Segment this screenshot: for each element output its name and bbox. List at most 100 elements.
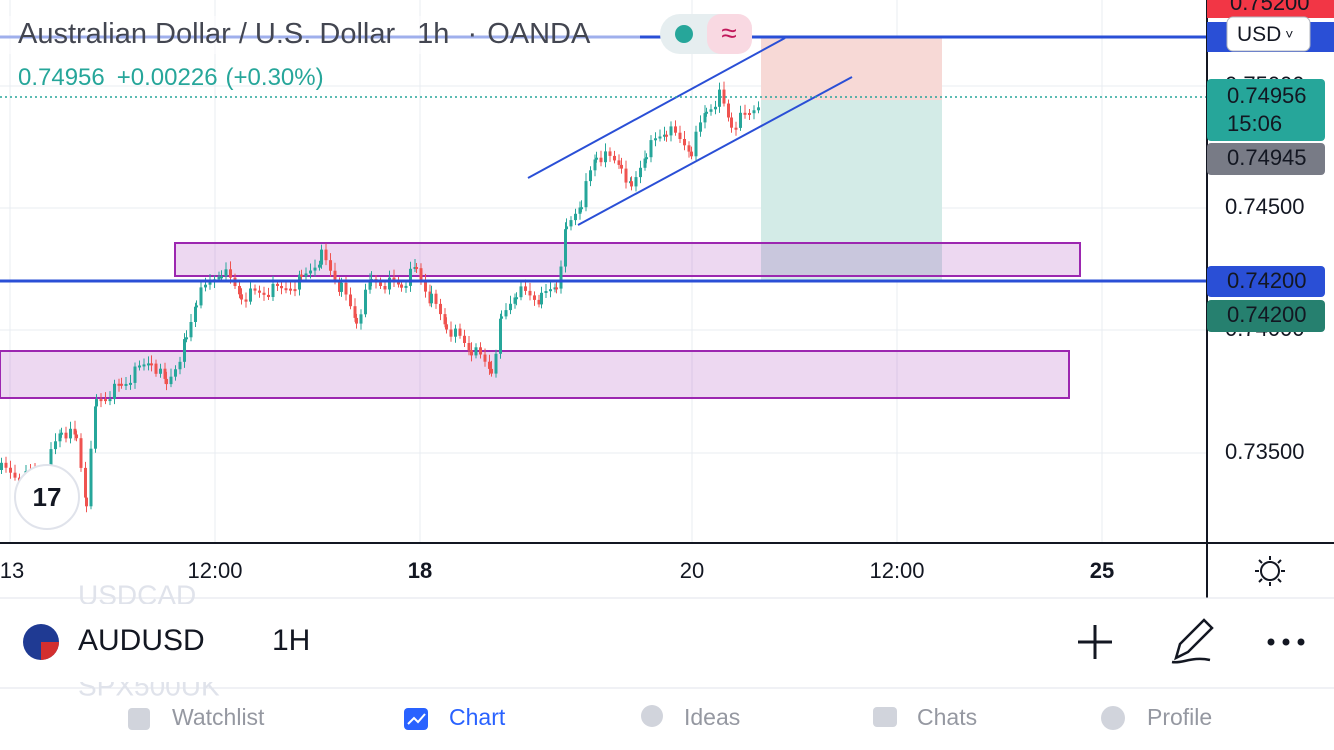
candle-body xyxy=(320,249,323,265)
candle-body xyxy=(379,282,382,286)
candle-body xyxy=(690,151,693,157)
draw-button[interactable] xyxy=(1171,618,1214,664)
settings-icon[interactable] xyxy=(1255,556,1285,586)
candle-body xyxy=(163,368,167,379)
candle-body xyxy=(540,292,543,305)
candle-body xyxy=(528,290,532,296)
more-button[interactable] xyxy=(1267,638,1305,646)
candle-body xyxy=(499,318,502,354)
candle-body xyxy=(443,314,447,325)
candle-body xyxy=(730,117,733,128)
candle-body xyxy=(178,361,182,370)
candle-body xyxy=(238,285,241,295)
candle-body xyxy=(515,297,518,300)
time-label: 13 xyxy=(0,558,24,583)
channel-line xyxy=(527,37,786,179)
last-price-badge xyxy=(1207,79,1325,141)
bid-price: 0.74945 xyxy=(1227,145,1307,170)
currency-button[interactable] xyxy=(1226,16,1311,52)
candle-body xyxy=(604,151,607,163)
price-label: 0.74500 xyxy=(1225,194,1305,219)
candle-body xyxy=(488,361,491,369)
candle-body xyxy=(138,365,141,368)
candle-body xyxy=(344,282,348,295)
candle-body xyxy=(169,376,173,385)
tab[interactable]: Ideas xyxy=(684,704,740,730)
level-price: 0.74200 xyxy=(1227,268,1307,293)
candle-body xyxy=(189,322,193,338)
candle-body xyxy=(229,269,232,278)
candle-body xyxy=(714,106,717,110)
candle-body xyxy=(147,363,150,366)
candle-body xyxy=(578,207,582,214)
time-label: 20 xyxy=(680,558,704,583)
candle-body xyxy=(329,260,332,271)
candle-body xyxy=(309,270,312,274)
last-price: 0.74956 xyxy=(1227,83,1307,108)
candle-body xyxy=(9,467,12,473)
countdown: 15:06 xyxy=(1227,111,1282,136)
tab[interactable]: Chart xyxy=(449,704,506,730)
candle-body xyxy=(388,277,391,290)
candle-body xyxy=(519,286,523,298)
candle-body xyxy=(75,434,78,439)
candle-body xyxy=(463,335,466,343)
tab-icon xyxy=(128,708,150,730)
candle-body xyxy=(99,399,103,402)
candle-body xyxy=(94,406,97,449)
flag-icon xyxy=(23,624,59,660)
tab[interactable]: Chats xyxy=(917,704,977,730)
candle-body xyxy=(204,284,207,288)
candle-body xyxy=(524,286,527,291)
tab[interactable]: Watchlist xyxy=(172,704,265,730)
candle-body xyxy=(722,89,726,104)
candle-body xyxy=(142,364,146,367)
candle-body xyxy=(617,160,621,165)
candle-body xyxy=(599,157,603,163)
candle-body xyxy=(117,383,121,386)
time-label: 18 xyxy=(408,558,432,583)
candle-body xyxy=(409,268,412,286)
candle-body xyxy=(620,164,623,169)
tab-icon xyxy=(407,713,426,725)
price-badge xyxy=(1207,0,1334,18)
delay-badge xyxy=(707,14,752,54)
zone-box xyxy=(0,350,1070,399)
candle-body xyxy=(445,324,448,330)
candle-body xyxy=(694,131,698,157)
candle-body xyxy=(470,350,473,356)
symbol-button[interactable]: AUDUSD xyxy=(78,624,205,657)
candle-body xyxy=(73,428,77,435)
candle-body xyxy=(183,339,186,362)
candle-body xyxy=(289,288,292,291)
candle-body xyxy=(439,303,442,315)
candle-body xyxy=(280,286,283,289)
candle-body xyxy=(154,363,158,374)
candle-body xyxy=(630,181,633,187)
candle-body xyxy=(79,438,83,468)
price-change: 0.74956 +0.00226 (+0.30%) xyxy=(18,64,324,91)
add-button[interactable] xyxy=(1078,625,1112,659)
interval-button[interactable]: 1H xyxy=(272,624,310,657)
candle-body xyxy=(544,291,548,293)
candle-body xyxy=(669,126,673,136)
candle-body xyxy=(267,294,270,298)
candle-body xyxy=(253,288,257,291)
candle-body xyxy=(494,353,498,374)
candle-body xyxy=(355,317,358,324)
candle-body xyxy=(513,297,517,304)
candle-body xyxy=(349,294,352,307)
candle-body xyxy=(639,167,642,178)
candle-body xyxy=(504,310,508,317)
candle-body xyxy=(69,428,72,439)
candle-body xyxy=(165,378,168,385)
tv-logo[interactable]: 17 xyxy=(14,464,80,530)
candle-body xyxy=(678,132,682,139)
candle-body xyxy=(249,288,252,302)
target-zone xyxy=(761,100,942,281)
candle-body xyxy=(574,213,577,221)
candle-body xyxy=(95,399,98,407)
candle-body xyxy=(400,284,403,288)
candle-body xyxy=(613,155,616,161)
tab[interactable]: Profile xyxy=(1147,704,1212,730)
